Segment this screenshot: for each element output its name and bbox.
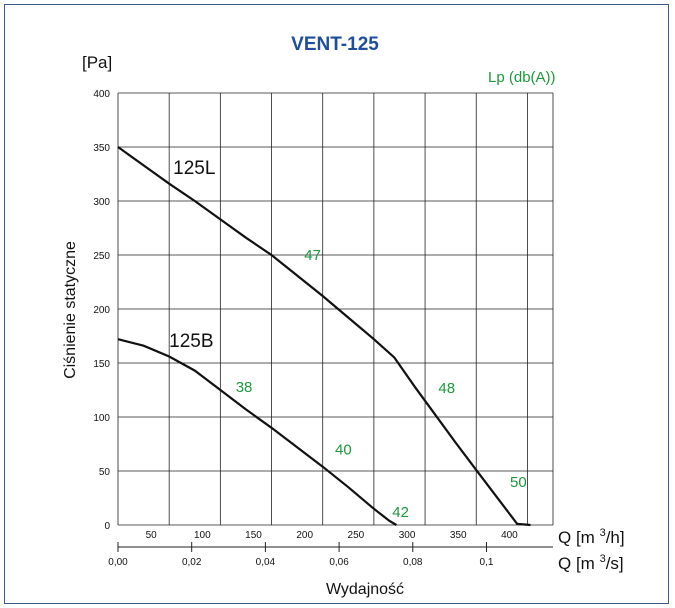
x-tick-label: 350 (450, 530, 467, 541)
x-tick-label: 150 (245, 530, 262, 541)
series-layer: 125L 47 48 50 125B 38 40 42 (117, 146, 531, 527)
y-tick-label: 50 (99, 467, 111, 478)
noise-level-label: 50 (510, 474, 527, 491)
x2-tick-label: 0,08 (403, 557, 423, 568)
series-line-125l (117, 146, 531, 527)
x-unit-label-m3h: Q [m 3/h] (558, 527, 625, 547)
series-name-label: 125B (169, 331, 213, 352)
series-name-label: 125L (173, 158, 215, 179)
y-tick-label: 400 (93, 89, 110, 100)
y-tick-label: 0 (104, 521, 110, 532)
chart-title: VENT-125 (291, 34, 379, 55)
y-axis-label: Ciśnienie statyczne (62, 241, 79, 379)
x-tick-label: 50 (146, 530, 158, 541)
y-tick-label: 100 (93, 413, 110, 424)
y-tick-label: 200 (93, 305, 110, 316)
x-tick-label: 100 (194, 530, 211, 541)
chart-frame (4, 4, 669, 604)
noise-level-label: 48 (438, 380, 455, 397)
y-tick-label: 250 (93, 251, 110, 262)
noise-level-label: 40 (335, 441, 352, 458)
y-ticks: 0 50 100 150 200 250 300 350 400 (93, 89, 110, 532)
x2-tick-label: 0,02 (182, 557, 202, 568)
y-tick-label: 350 (93, 143, 110, 154)
noise-level-label: 47 (304, 247, 321, 264)
x-ticks: 50 100 150 200 250 300 350 400 (146, 530, 519, 541)
x-tick-label: 300 (399, 530, 416, 541)
x2-axis: 0,00 0,02 0,04 0,06 0,08 0,1 (108, 542, 553, 568)
noise-level-label: 42 (392, 504, 409, 521)
x-tick-label: 250 (348, 530, 365, 541)
y-tick-label: 150 (93, 359, 110, 370)
series-line-125b (117, 338, 397, 526)
y-unit-label: [Pa] (82, 53, 112, 72)
x2-tick-label: 0,04 (256, 557, 276, 568)
x-tick-label: 200 (296, 530, 313, 541)
y-tick-label: 300 (93, 197, 110, 208)
x2-tick-label: 0,1 (480, 557, 494, 568)
lp-label: Lp (db(A)) (488, 69, 556, 86)
x2-tick-label: 0,00 (108, 557, 128, 568)
grid-layer (117, 92, 554, 526)
x-axis-label: Wydajność (326, 581, 404, 598)
x-tick-label: 400 (501, 530, 518, 541)
x-unit-label-m3s: Q [m 3/s] (558, 553, 624, 573)
x2-tick-label: 0,06 (329, 557, 349, 568)
noise-level-label: 38 (236, 379, 253, 396)
